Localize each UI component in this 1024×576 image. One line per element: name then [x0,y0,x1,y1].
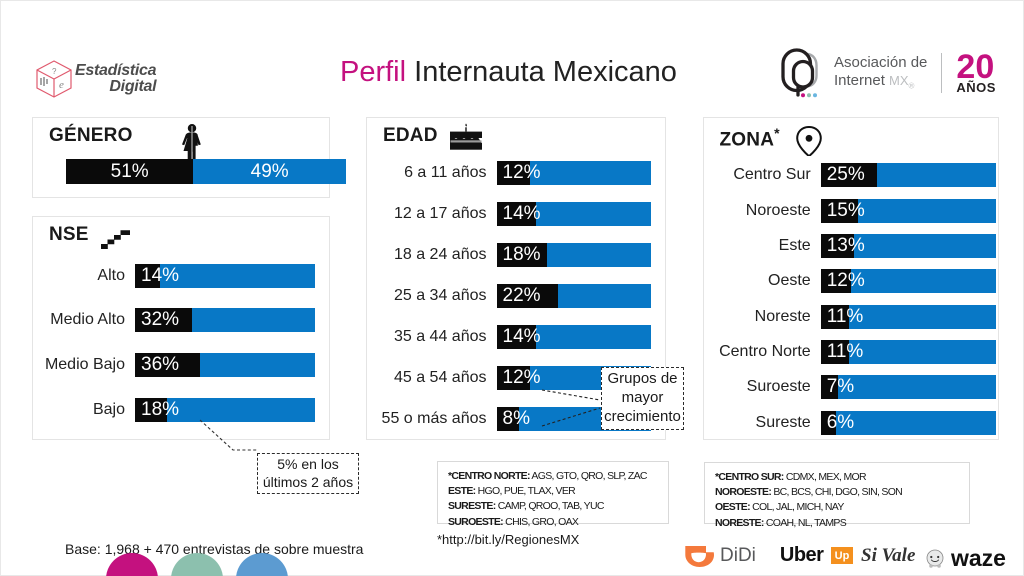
svg-text:e: e [59,79,64,91]
svg-text:?: ? [52,67,57,76]
